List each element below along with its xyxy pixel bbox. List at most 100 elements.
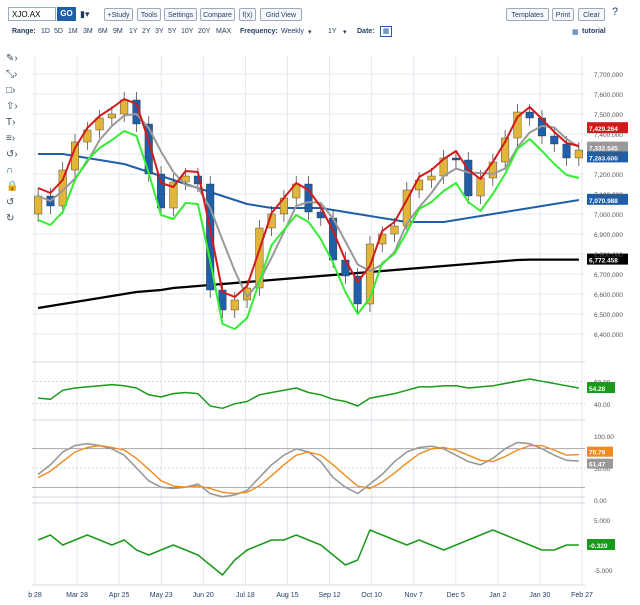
x-tick-label: Feb 27 — [571, 592, 593, 599]
price-label: 7,070.988 — [589, 198, 618, 205]
rsi-value-box — [587, 382, 615, 393]
y-tick-label: 6,500,000 — [594, 312, 623, 319]
stoch-level-label: 100.00 — [594, 434, 614, 441]
candle-body — [304, 183, 313, 213]
trendline-tool-icon[interactable]: ⤡› — [6, 69, 18, 80]
price-chart[interactable]: 7,429.264 7,332.545 7,283.600 7,070.988 6,77… — [0, 40, 640, 605]
range-1y[interactable]: 1Y — [129, 28, 138, 35]
y-tick-label: 7,000,000 — [594, 212, 623, 219]
add-study-button[interactable]: +Study — [104, 8, 133, 21]
range-10y[interactable]: 10Y — [181, 28, 194, 35]
price-label: 7,283.600 — [589, 155, 618, 162]
period-chevron-icon[interactable]: ▾ — [343, 29, 347, 36]
candle-body — [206, 183, 215, 291]
macd-level-label: 5.000 — [594, 518, 611, 525]
price-label-box — [587, 141, 628, 153]
range-1m[interactable]: 1M — [68, 28, 78, 35]
symbol-input[interactable]: XJO.AX — [8, 7, 56, 21]
x-tick-label: Oct 10 — [361, 592, 382, 599]
candle-body — [132, 99, 141, 125]
range-1d[interactable]: 1D — [41, 28, 50, 35]
arrow-tool-icon[interactable]: ⇧› — [6, 101, 18, 112]
price-label: 7,332.545 — [589, 146, 618, 153]
range-3m[interactable]: 3M — [83, 28, 93, 35]
candle-body — [365, 243, 374, 305]
candle-body — [157, 173, 166, 209]
y-tick-label: 6,700,000 — [594, 272, 623, 279]
candle-body — [525, 111, 534, 119]
magnet-icon[interactable]: ∩ — [6, 165, 14, 176]
settings-button[interactable]: Settings — [164, 8, 197, 21]
frequency-chevron-icon[interactable]: ▾ — [308, 29, 312, 36]
x-tick-label: Apr 25 — [109, 592, 130, 599]
tutorial-link[interactable]: tutorial — [582, 28, 606, 35]
y-tick-label: 6,600,000 — [594, 292, 623, 299]
y-tick-label: 7,700,000 — [594, 72, 623, 79]
range-6m[interactable]: 6M — [98, 28, 108, 35]
stoch-level-label: 50.00 — [594, 466, 611, 473]
candle-body — [34, 195, 43, 215]
range-max[interactable]: MAX — [216, 28, 232, 35]
candle-body — [230, 299, 239, 311]
compare-button[interactable]: Compare — [200, 8, 235, 21]
candle-body — [95, 117, 104, 131]
range-20y[interactable]: 20Y — [198, 28, 211, 35]
help-icon[interactable]: ? — [612, 6, 619, 18]
ma-green-line — [37, 130, 580, 330]
text-tool-icon[interactable]: T› — [6, 117, 16, 128]
candle-body — [550, 135, 559, 145]
go-button[interactable]: GO — [57, 7, 76, 21]
tools-button[interactable]: Tools — [137, 8, 161, 21]
redo-icon[interactable]: ↻ — [6, 213, 15, 224]
rectangle-tool-icon[interactable]: □› — [6, 85, 16, 96]
price-label: 6,772.458 — [589, 258, 618, 265]
range-3y[interactable]: 3Y — [155, 28, 164, 35]
measure-tool-icon[interactable]: ↺› — [6, 149, 18, 160]
chart-grid — [32, 56, 585, 586]
macd-level-label: -5.000 — [594, 568, 613, 575]
calendar-icon[interactable]: ▦ — [380, 26, 392, 37]
templates-button[interactable]: Templates — [506, 8, 549, 21]
x-tick-label: Jan 2 — [489, 592, 506, 599]
ma-red-line — [37, 98, 580, 298]
period-select[interactable]: 1Y — [328, 28, 337, 35]
axis-labels: b 28 Mar 28 Apr 25 May 23 Jun 20 Jul 18 Aug 15… — [28, 72, 623, 599]
range-bar: Range: 1D 5D 1M 3M 6M 9M 1Y 2Y 3Y 5Y 10Y… — [0, 26, 640, 40]
lock-icon[interactable]: 🔒 — [6, 181, 19, 192]
price-label-box — [587, 151, 628, 163]
range-9m[interactable]: 9M — [113, 28, 123, 35]
price-label: 7,429.264 — [589, 126, 618, 133]
macd-value-box — [587, 539, 615, 550]
y-tick-label: 6,900,000 — [594, 232, 623, 239]
top-toolbar: XJO.AX GO ▮▾ +Study Tools Settings Compa… — [0, 0, 640, 26]
pencil-tool-icon[interactable]: ✎› — [6, 53, 18, 64]
price-pane: 7,429.264 7,332.545 7,283.600 7,070.988 6,77… — [34, 92, 628, 330]
macd-line — [37, 529, 579, 576]
candle-body — [169, 181, 178, 209]
clear-button[interactable]: Clear — [578, 8, 605, 21]
candle-body — [476, 177, 485, 197]
range-5y[interactable]: 5Y — [168, 28, 177, 35]
undo-icon[interactable]: ↺ — [6, 197, 15, 208]
range-5d[interactable]: 5D — [54, 28, 63, 35]
candle-body — [107, 113, 116, 119]
y-tick-label: 7,300,000 — [594, 152, 623, 159]
print-button[interactable]: Print — [552, 8, 574, 21]
rsi-value: 54.28 — [589, 386, 606, 393]
rsi-level-label: 40.00 — [594, 402, 611, 409]
fx-button[interactable]: f(x) — [239, 8, 256, 21]
candle-body — [562, 143, 571, 159]
x-tick-label: Aug 15 — [276, 592, 298, 599]
x-tick-label: May 23 — [150, 592, 173, 599]
stoch-value: 70.79 — [589, 450, 606, 457]
chart-style-icon[interactable]: ▮▾ — [80, 9, 90, 19]
range-2y[interactable]: 2Y — [142, 28, 151, 35]
grid-view-button[interactable]: Grid View — [260, 8, 302, 21]
frequency-label: Frequency: — [240, 28, 278, 35]
price-label-box — [587, 122, 628, 134]
candle-body — [181, 175, 190, 183]
fibonacci-tool-icon[interactable]: ≡› — [6, 133, 16, 144]
tutorial-icon[interactable]: ▦ — [572, 29, 579, 36]
frequency-select[interactable]: Weekly — [281, 28, 304, 35]
